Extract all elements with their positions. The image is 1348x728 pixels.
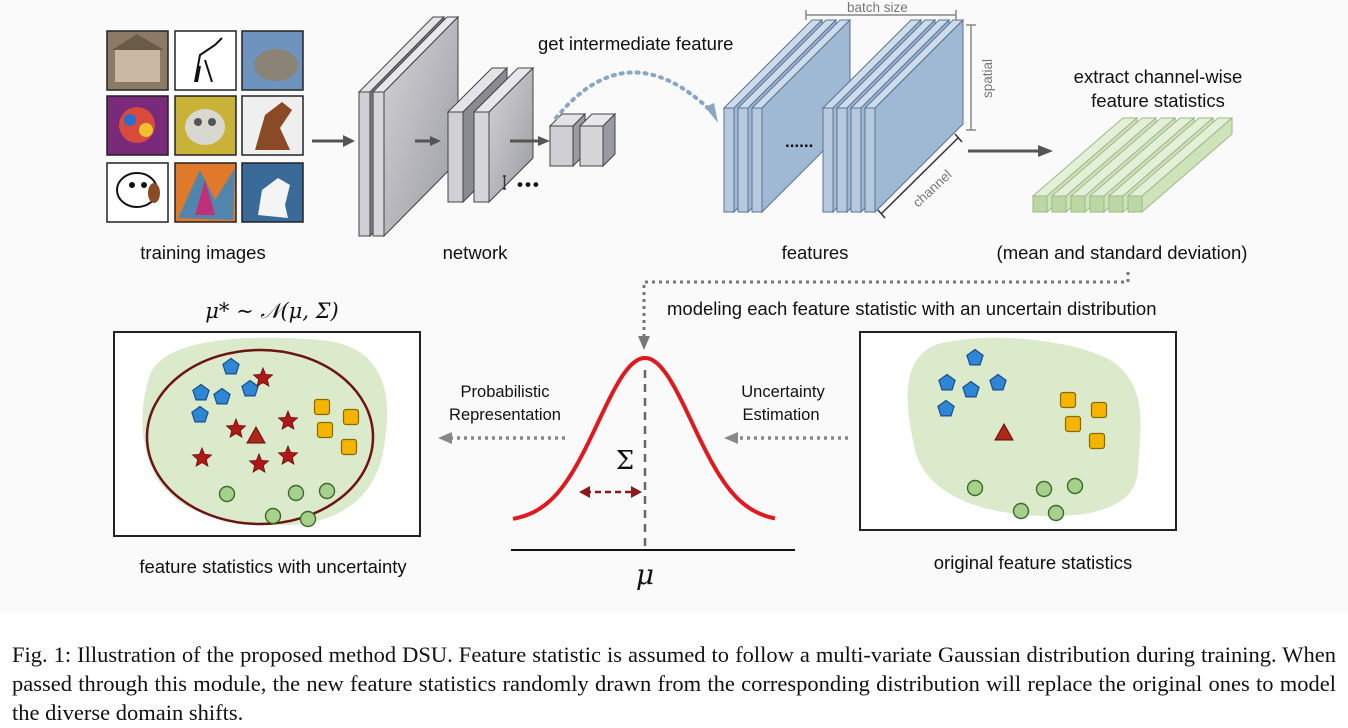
pentagon-point xyxy=(989,373,1007,391)
label-mean-std: (mean and standard deviation) xyxy=(997,242,1248,263)
mu-symbol: μ xyxy=(636,558,654,591)
label-probabilistic: Probabilistic xyxy=(461,383,550,401)
circle-point xyxy=(218,485,236,503)
label-batch-size: batch size xyxy=(847,0,908,15)
triangle-mean xyxy=(246,425,266,444)
square-point xyxy=(340,438,358,456)
pentagon-point xyxy=(937,399,955,417)
network-ellipsis: ••• xyxy=(517,175,541,194)
label-spatial: spatial xyxy=(980,59,995,98)
square-point xyxy=(1059,391,1077,409)
circle-point xyxy=(1012,502,1030,520)
method-diagram: ••• get intermediate feature ...... batc… xyxy=(106,0,1248,591)
label-estimation: Estimation xyxy=(742,406,819,424)
label-extract-line1: extract channel-wise xyxy=(1074,66,1243,87)
label-network: network xyxy=(443,242,509,263)
square-point xyxy=(316,421,334,439)
pentagon-point xyxy=(241,379,259,397)
label-features: features xyxy=(782,242,849,263)
pentagon-point xyxy=(938,373,956,391)
label-original-feature-stats: original feature statistics xyxy=(934,552,1132,573)
pentagon-point xyxy=(213,387,231,405)
label-channel: channel xyxy=(910,167,955,210)
circle-point xyxy=(299,510,317,528)
label-extract-line2: feature statistics xyxy=(1091,90,1225,111)
statistics-blocks xyxy=(1031,116,1234,214)
circle-point xyxy=(1035,480,1053,498)
circle-point xyxy=(318,482,336,500)
square-point xyxy=(1090,401,1108,419)
circle-point xyxy=(1066,477,1084,495)
gaussian-plot xyxy=(511,355,795,551)
label-modeling: modeling each feature statistic with an … xyxy=(667,298,1157,319)
network-layers xyxy=(357,15,617,238)
panel-original xyxy=(859,331,1177,531)
training-images-grid xyxy=(106,30,304,223)
star-point xyxy=(277,444,299,465)
star-point xyxy=(225,417,247,438)
star-point xyxy=(248,452,270,473)
circle-point xyxy=(264,507,282,525)
circle-point xyxy=(287,484,305,502)
square-point xyxy=(342,408,360,426)
figure-panel: ••• get intermediate feature ...... batc… xyxy=(106,0,1248,591)
formula: μ* ∼ 𝒩(μ, Σ) xyxy=(205,299,338,323)
star-point xyxy=(277,409,299,430)
triangle-mean xyxy=(994,422,1014,441)
pentagon-point xyxy=(192,383,210,401)
feature-blocks xyxy=(722,18,965,214)
panel-with-uncertainty xyxy=(113,331,421,537)
square-point xyxy=(313,398,331,416)
circle-point xyxy=(966,479,984,497)
square-point xyxy=(1064,415,1082,433)
label-representation: Representation xyxy=(449,406,561,424)
label-feature-stats-uncertainty: feature statistics with uncertainty xyxy=(139,556,407,577)
label-uncertainty: Uncertainty xyxy=(741,383,825,401)
pentagon-point xyxy=(222,357,240,375)
pentagon-point xyxy=(962,380,980,398)
feature-ellipsis: ...... xyxy=(785,132,813,151)
circle-point xyxy=(1047,504,1065,522)
square-point xyxy=(1088,432,1106,450)
pentagon-point xyxy=(966,348,984,366)
figure-caption: Fig. 1: Illustration of the proposed met… xyxy=(12,640,1336,727)
star-point xyxy=(191,446,213,467)
star-point xyxy=(252,366,274,387)
pentagon-point xyxy=(191,405,209,423)
caption-text: Fig. 1: Illustration of the proposed met… xyxy=(12,642,1336,725)
label-training-images: training images xyxy=(140,242,265,263)
label-get-intermediate-feature: get intermediate feature xyxy=(538,33,733,54)
sigma-symbol: Σ xyxy=(616,446,634,476)
